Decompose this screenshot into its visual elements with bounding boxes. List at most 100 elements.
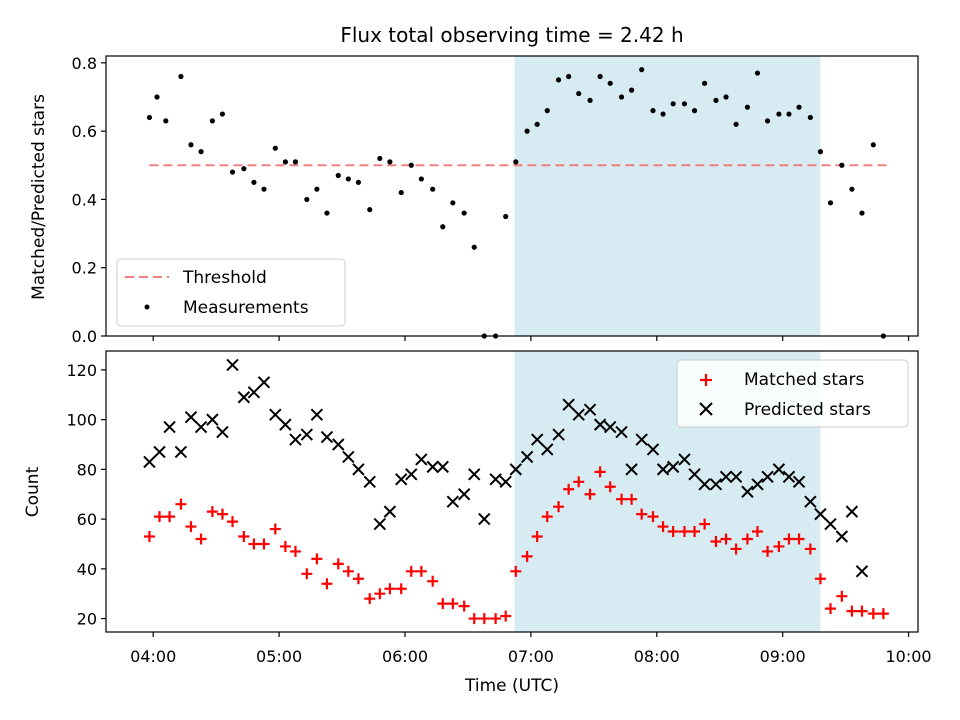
predicted-star-point [772,463,786,476]
matched-star-point [301,568,313,580]
measurement-point [827,200,834,206]
predicted-star-point [666,460,680,474]
predicted-star-point [603,420,617,434]
predicted-star-point [436,460,449,474]
predicted-star-point [184,410,198,424]
predicted-star-point [247,386,261,399]
predicted-star-point [332,438,345,451]
measurement-point [660,111,666,117]
predicted-star-point [719,470,733,484]
measurement-point [503,213,509,220]
measurement-point [355,179,362,185]
y-tick-label: 120 [66,361,97,380]
predicted-star-point [741,485,754,498]
matched-star-point [846,605,858,617]
measurement-point [163,118,169,124]
measurement-point [744,104,751,110]
measurement-point [367,207,373,213]
matched-star-point [678,526,690,538]
y-tick-label: 0.0 [72,327,97,346]
predicted-star-point [320,430,334,444]
matched-star-point [238,531,250,543]
matched-star-point [227,516,239,528]
matched-star-point [594,466,606,478]
top-panel: 0.00.20.40.60.8 Matched/Predicted stars … [29,54,919,346]
matched-star-point [447,598,459,610]
predicted-star-point [678,453,691,466]
measurement-point [566,73,572,80]
predicted-star-point [237,391,251,404]
top-y-axis-label: Matched/Predicted stars [29,94,49,300]
predicted-star-point [216,425,229,439]
matched-star-point [468,613,480,625]
measurement-point [261,186,267,192]
x-axis-label: Time (UTC) [464,676,559,696]
matched-star-point [720,533,732,545]
predicted-star-point [363,475,376,489]
matched-star-point [867,608,879,620]
matched-star-point [279,540,291,552]
y-tick-label: 0.6 [72,122,97,141]
top-axes-frame [105,55,919,337]
measurement-point [146,114,153,121]
measurement-point [544,108,550,114]
measurement-point [607,80,613,86]
measurement-point [776,111,782,117]
predicted-star-point [279,418,292,431]
matched-star-point [500,610,512,622]
predicted-star-point [855,565,869,578]
measurement-point [314,186,320,192]
matched-star-point [751,526,763,538]
matched-star-point [804,543,816,555]
predicted-star-point [615,425,628,439]
measurement-point [849,186,855,192]
y-tick-label: 0.8 [72,54,97,73]
matched-star-point [332,558,344,570]
measurement-point [387,159,393,165]
matched-star-point [154,511,166,523]
measurement-point [282,159,288,165]
predicted-star-point [709,478,723,491]
measurement-point [471,244,477,250]
y-tick-label: 0.4 [72,190,97,209]
predicted-star-point [153,445,166,459]
bottom-legend: Matched stars Predicted stars [676,359,909,428]
measurement-point [618,94,625,100]
measurement-point [628,87,635,93]
y-tick-label: 100 [66,411,97,430]
measurement-point [292,159,299,165]
predicted-star-point [541,443,554,456]
legend-predicted-label: Predicted stars [744,400,871,420]
matched-star-point [531,531,543,543]
measurement-point [398,189,404,196]
measurement-point [786,111,792,117]
matched-star-point [626,493,638,505]
measurement-point [154,94,160,100]
matched-star-point [374,588,386,600]
predicted-star-point [499,475,512,489]
predicted-star-point [426,460,439,474]
predicted-star-point [824,517,837,531]
predicted-star-point [289,433,302,446]
matched-star-point [437,598,449,610]
measurement-point [733,121,739,127]
x-tick-label: 09:00 [760,647,806,666]
matched-star-point [405,565,417,577]
measurement-point [796,104,802,110]
x-tick-label: 05:00 [256,647,302,666]
predicted-star-point [751,478,764,491]
measurement-point [377,155,383,162]
x-tick-label: 08:00 [634,647,680,666]
predicted-star-point [782,470,796,484]
measurement-point [335,172,341,179]
matched-star-point [667,526,679,538]
legend-threshold-label: Threshold [182,268,267,288]
x-tick-label: 10:00 [886,647,932,666]
matched-star-point [321,578,333,590]
matched-star-point [541,511,553,523]
predicted-star-point [698,478,711,491]
measurement-point [513,159,519,165]
predicted-star-point [835,530,849,543]
predicted-star-point [226,358,239,372]
